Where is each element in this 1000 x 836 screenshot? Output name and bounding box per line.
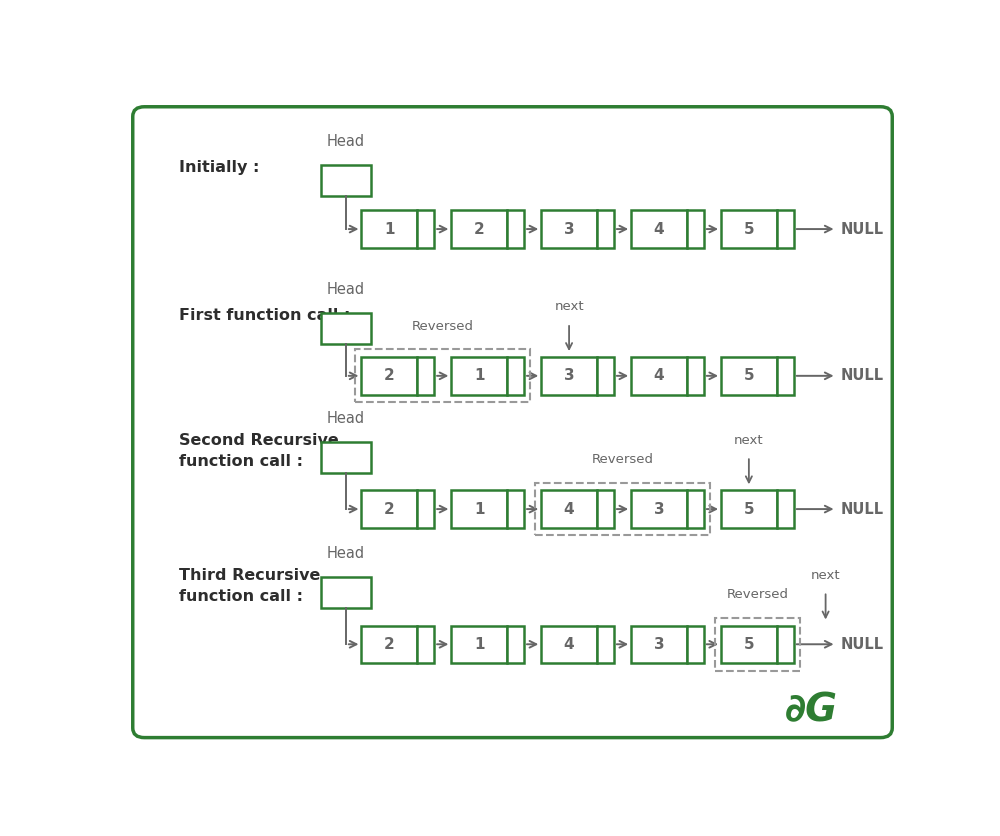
- Bar: [541, 211, 597, 247]
- Bar: [451, 625, 507, 663]
- Text: next: next: [554, 300, 584, 314]
- Bar: [687, 211, 704, 247]
- Text: 1: 1: [474, 637, 484, 652]
- Bar: [721, 211, 777, 247]
- Text: next: next: [734, 434, 764, 446]
- Text: 1: 1: [384, 222, 395, 237]
- Bar: [597, 491, 614, 528]
- Text: Initially :: Initially :: [179, 161, 260, 176]
- Text: 2: 2: [384, 637, 395, 652]
- Text: NULL: NULL: [840, 502, 883, 517]
- Bar: [541, 625, 597, 663]
- Text: 1: 1: [474, 502, 484, 517]
- Text: 5: 5: [744, 502, 754, 517]
- Bar: [777, 491, 794, 528]
- Bar: [321, 314, 371, 344]
- Bar: [355, 349, 530, 402]
- Bar: [507, 211, 524, 247]
- Text: 5: 5: [744, 369, 754, 384]
- Bar: [597, 211, 614, 247]
- Bar: [631, 211, 687, 247]
- Bar: [541, 491, 597, 528]
- Bar: [541, 357, 597, 395]
- Text: 2: 2: [384, 502, 395, 517]
- Text: next: next: [811, 568, 840, 582]
- Bar: [507, 491, 524, 528]
- Text: 2: 2: [384, 369, 395, 384]
- Bar: [361, 211, 417, 247]
- Text: 5: 5: [744, 637, 754, 652]
- Text: Reversed: Reversed: [592, 453, 654, 466]
- Text: Head: Head: [327, 135, 365, 150]
- Bar: [631, 357, 687, 395]
- Bar: [451, 211, 507, 247]
- Text: 3: 3: [654, 502, 664, 517]
- Bar: [721, 357, 777, 395]
- Text: 4: 4: [654, 222, 664, 237]
- Text: 3: 3: [564, 222, 574, 237]
- Text: Head: Head: [327, 546, 365, 561]
- Text: 1: 1: [474, 369, 484, 384]
- Text: 5: 5: [744, 222, 754, 237]
- Bar: [715, 618, 800, 670]
- Bar: [687, 625, 704, 663]
- Bar: [321, 578, 371, 609]
- Text: Third Recursive
function call :: Third Recursive function call :: [179, 568, 321, 604]
- Bar: [361, 491, 417, 528]
- Text: Second Recursive
function call :: Second Recursive function call :: [179, 433, 339, 469]
- Bar: [777, 357, 794, 395]
- Bar: [361, 357, 417, 395]
- Text: First function call :: First function call :: [179, 308, 351, 324]
- Bar: [451, 357, 507, 395]
- Bar: [535, 482, 710, 536]
- FancyBboxPatch shape: [133, 107, 892, 737]
- Text: 3: 3: [564, 369, 574, 384]
- Bar: [687, 357, 704, 395]
- Bar: [721, 491, 777, 528]
- Bar: [777, 211, 794, 247]
- Bar: [721, 625, 777, 663]
- Text: Head: Head: [327, 411, 365, 426]
- Bar: [631, 625, 687, 663]
- Text: 2: 2: [474, 222, 485, 237]
- Bar: [597, 625, 614, 663]
- Bar: [507, 625, 524, 663]
- Text: Reversed: Reversed: [412, 319, 474, 333]
- Text: NULL: NULL: [840, 369, 883, 384]
- Text: ∂G: ∂G: [784, 691, 837, 730]
- Text: Reversed: Reversed: [726, 589, 788, 601]
- Bar: [777, 625, 794, 663]
- Text: NULL: NULL: [840, 222, 883, 237]
- Bar: [597, 357, 614, 395]
- Bar: [417, 357, 434, 395]
- Bar: [361, 625, 417, 663]
- Bar: [417, 211, 434, 247]
- Text: Head: Head: [327, 283, 365, 298]
- Text: NULL: NULL: [840, 637, 883, 652]
- Text: 4: 4: [654, 369, 664, 384]
- Bar: [451, 491, 507, 528]
- Bar: [687, 491, 704, 528]
- Bar: [321, 442, 371, 473]
- Bar: [321, 166, 371, 196]
- Bar: [507, 357, 524, 395]
- Text: 3: 3: [654, 637, 664, 652]
- Text: 4: 4: [564, 637, 574, 652]
- Bar: [417, 625, 434, 663]
- Bar: [631, 491, 687, 528]
- Text: 4: 4: [564, 502, 574, 517]
- Bar: [417, 491, 434, 528]
